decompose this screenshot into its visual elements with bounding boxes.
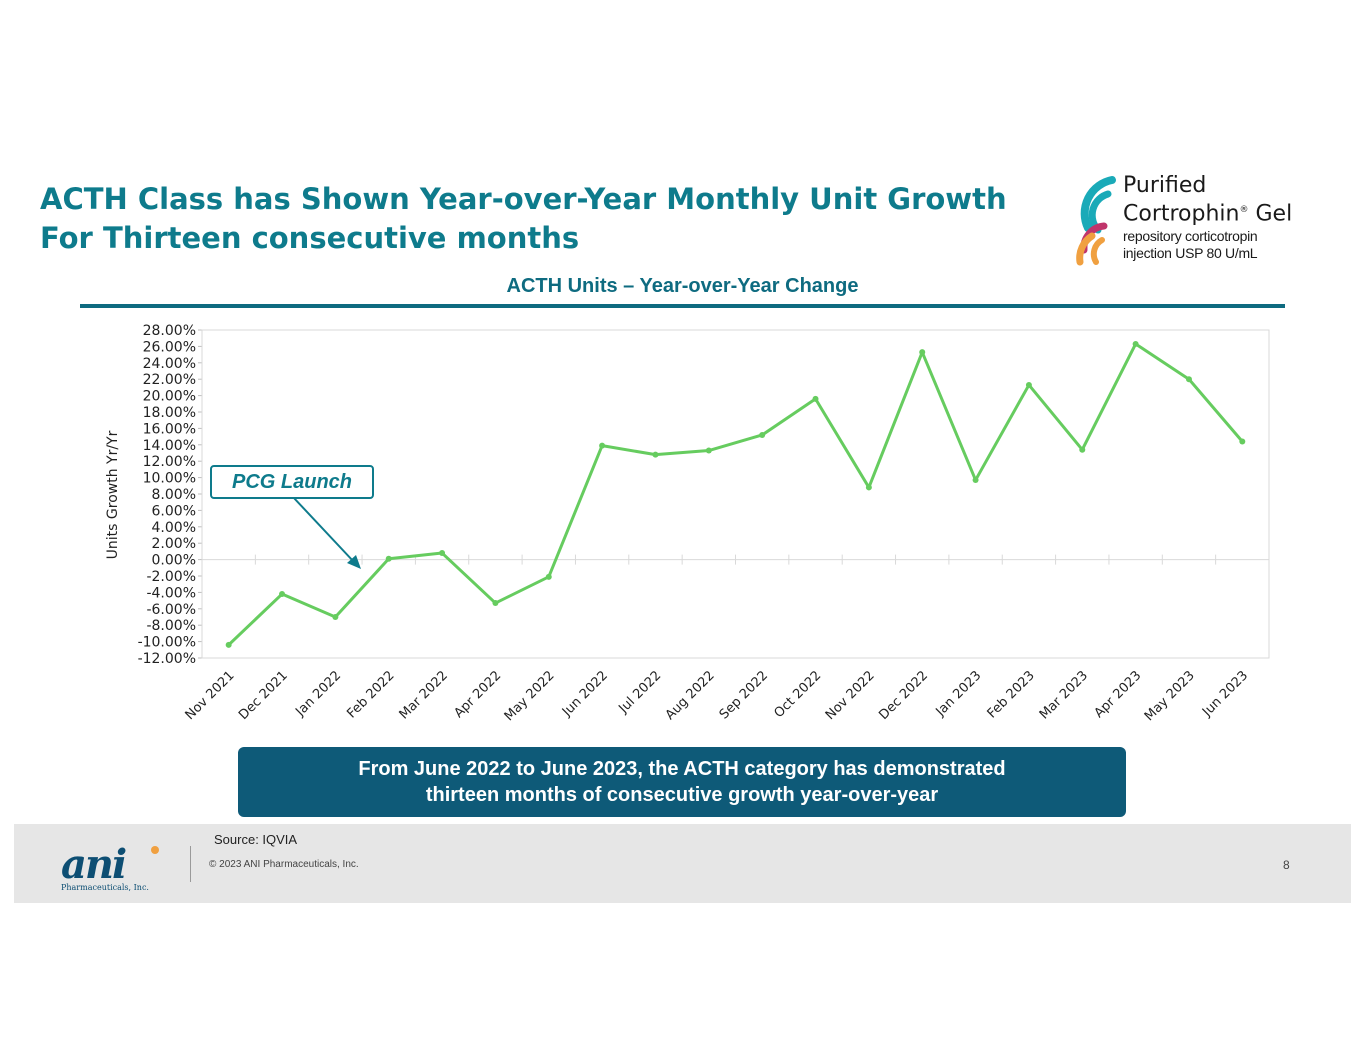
y-tick-label: 20.00%	[143, 389, 196, 405]
pcg-launch-callout: PCG Launch	[210, 465, 374, 499]
x-tick-label: Nov 2022	[823, 668, 878, 723]
y-tick-label: 22.00%	[143, 372, 196, 388]
y-tick-label: 0.00%	[152, 553, 196, 569]
data-point	[492, 600, 499, 607]
x-tick-label: Jan 2022	[292, 668, 344, 720]
registered-mark: ®	[1239, 205, 1249, 215]
data-point	[1132, 340, 1139, 347]
ani-logo-dot	[151, 846, 159, 854]
title-rule	[80, 304, 1285, 308]
slide-title-line1: ACTH Class has Shown Year-over-Year Mont…	[40, 182, 1007, 216]
product-desc-line2: injection USP 80 U/mL	[1123, 245, 1258, 261]
data-point	[705, 447, 712, 454]
x-tick-label: Feb 2022	[344, 668, 397, 721]
banner-line2: thirteen months of consecutive growth ye…	[425, 784, 939, 806]
line-chart: -12.00%-10.00%-8.00%-6.00%-4.00%-2.00%0.…	[105, 323, 1270, 724]
y-tick-label: -8.00%	[146, 618, 196, 634]
x-tick-label: Mar 2023	[1037, 668, 1091, 722]
y-tick-label: -12.00%	[138, 651, 196, 667]
ani-logo-subtext: Pharmaceuticals, Inc.	[61, 883, 149, 892]
data-point	[652, 451, 659, 458]
slide-title: ACTH Class has Shown Year-over-Year Mont…	[40, 180, 1040, 258]
y-tick-label: 8.00%	[152, 487, 196, 503]
data-point	[439, 550, 446, 557]
copyright: © 2023 ANI Pharmaceuticals, Inc.	[209, 859, 359, 870]
data-point	[919, 349, 926, 356]
page-number: 8	[1283, 858, 1290, 872]
y-tick-label: -6.00%	[146, 602, 196, 618]
y-tick-label: -10.00%	[138, 635, 196, 651]
x-tick-label: Aug 2022	[663, 668, 718, 723]
y-tick-label: 26.00%	[143, 339, 196, 355]
x-tick-label: Sep 2022	[717, 668, 771, 722]
x-tick-label: Jul 2022	[616, 668, 665, 717]
source-note: Source: IQVIA	[214, 832, 298, 847]
y-axis-ticks: -12.00%-10.00%-8.00%-6.00%-4.00%-2.00%0.…	[138, 323, 202, 667]
y-tick-label: 24.00%	[143, 356, 196, 372]
footer-divider	[190, 846, 191, 882]
data-point	[332, 614, 339, 620]
y-tick-label: 2.00%	[152, 536, 196, 552]
y-tick-label: -2.00%	[146, 569, 196, 585]
x-tick-label: Jun 2022	[559, 668, 611, 720]
series-line	[227, 342, 1244, 646]
data-point	[759, 431, 766, 438]
x-tick-label: Jan 2023	[933, 668, 985, 720]
x-tick-label: Apr 2022	[451, 668, 504, 721]
plot-area	[201, 329, 1270, 659]
x-tick-label: May 2023	[1142, 668, 1198, 724]
product-name-line2: Cortrophin® Gel	[1123, 198, 1292, 226]
x-tick-label: Feb 2023	[985, 668, 1038, 721]
ani-logo-text: ani	[61, 842, 126, 888]
y-tick-label: 28.00%	[143, 323, 196, 339]
y-tick-label: -4.00%	[146, 585, 196, 601]
data-point	[599, 442, 606, 449]
product-name-gel: Gel	[1255, 201, 1293, 227]
cortrophin-logo: Purified Cortrophin® Gel repository cort…	[1068, 170, 1328, 270]
x-tick-label: May 2022	[502, 668, 558, 724]
data-point	[279, 591, 286, 598]
y-tick-label: 6.00%	[152, 503, 196, 519]
data-point	[812, 395, 819, 402]
y-tick-label: 14.00%	[143, 438, 196, 454]
y-tick-label: 16.00%	[143, 421, 196, 437]
x-tick-label: Dec 2022	[876, 668, 931, 723]
x-tick-label: Jun 2023	[1199, 668, 1251, 720]
x-tick-label: Nov 2021	[183, 668, 238, 723]
x-tick-label: Oct 2022	[772, 668, 825, 721]
y-tick-label: 18.00%	[143, 405, 196, 421]
product-desc-line1: repository corticotropin	[1123, 228, 1258, 244]
y-tick-label: 12.00%	[143, 454, 196, 470]
chart-title: ACTH Units – Year-over-Year Change	[506, 275, 859, 297]
banner-line1: From June 2022 to June 2023, the ACTH ca…	[358, 758, 1006, 780]
y-tick-label: 10.00%	[143, 471, 196, 487]
x-tick-label: Mar 2022	[397, 668, 451, 722]
data-point	[865, 484, 872, 491]
plot-border	[201, 329, 1270, 659]
x-tick-label: Apr 2023	[1092, 668, 1145, 721]
data-point	[1185, 376, 1192, 383]
callout-arrow	[292, 496, 361, 569]
data-point	[1239, 438, 1246, 445]
data-point	[972, 477, 979, 484]
ani-logo: ani Pharmaceuticals, Inc.	[61, 842, 159, 892]
y-axis-label: Units Growth Yr/Yr	[105, 430, 121, 559]
summary-banner: From June 2022 to June 2023, the ACTH ca…	[238, 747, 1126, 817]
data-point	[545, 573, 552, 580]
product-name-main: Cortrophin	[1123, 201, 1240, 227]
data-point	[1079, 446, 1086, 453]
data-point	[225, 641, 232, 648]
cortrophin-logo-mark	[1076, 176, 1116, 266]
slide-title-line2: For Thirteen consecutive months	[40, 221, 580, 255]
data-point	[385, 555, 392, 562]
x-tick-label: Dec 2021	[236, 668, 291, 723]
data-point	[1025, 381, 1032, 388]
y-tick-label: 4.00%	[152, 520, 196, 536]
product-name-line1: Purified	[1123, 173, 1207, 198]
footer: ani Pharmaceuticals, Inc. Source: IQVIA …	[14, 824, 1351, 903]
